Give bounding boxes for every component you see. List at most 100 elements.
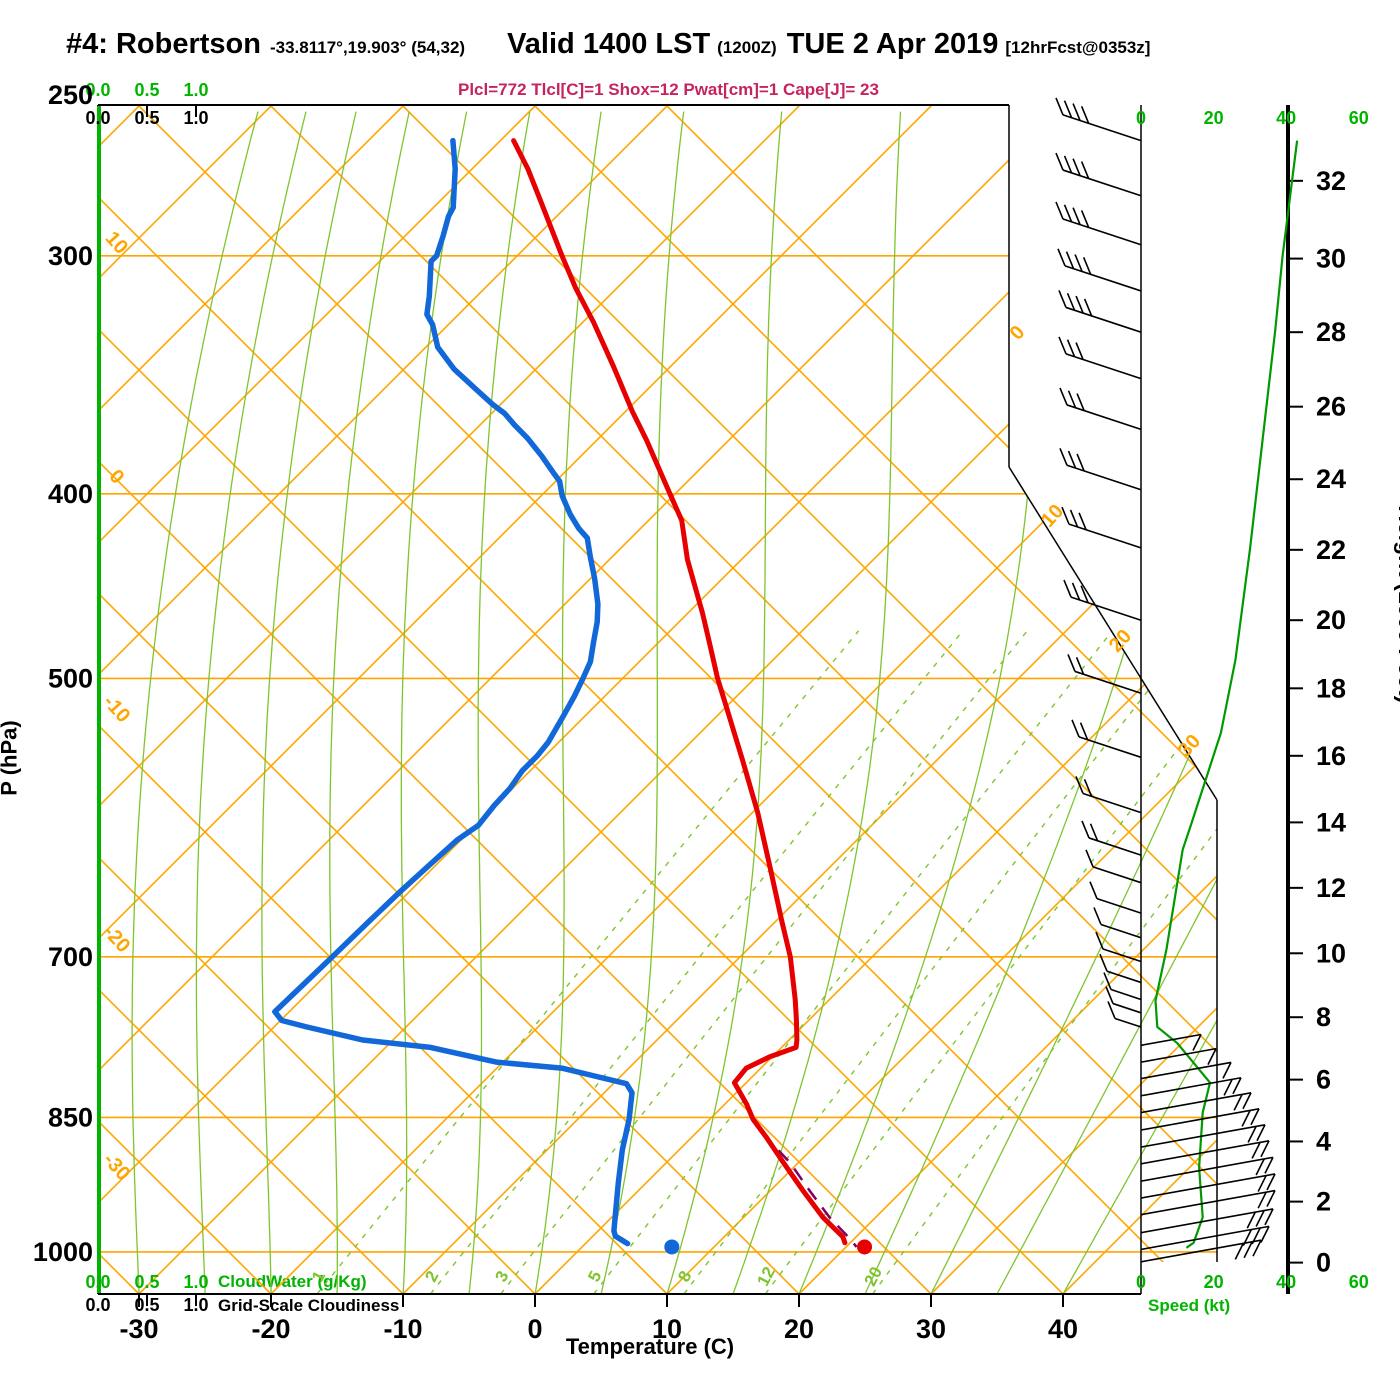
moist-adiabat-line bbox=[864, 111, 1217, 1294]
wind-barb-tick bbox=[1076, 453, 1085, 472]
wind-barb-tick bbox=[1063, 155, 1073, 174]
isotherm-line bbox=[98, 105, 537, 1294]
wind-barb-tick bbox=[1255, 1210, 1265, 1227]
station-coords: -33.8117°,19.903° (54,32) bbox=[269, 38, 466, 57]
cloudwater-scale-bottom: 1.0 bbox=[183, 1272, 208, 1292]
cloudiness-scale-top: 1.0 bbox=[183, 108, 208, 128]
adiabat-label-left: 10 bbox=[101, 227, 132, 258]
temperature-tick-label: -20 bbox=[251, 1314, 290, 1344]
wind-barb-tick bbox=[1069, 509, 1079, 528]
height-tick-label: 14 bbox=[1316, 807, 1346, 837]
dry-adiabat-line bbox=[665, 105, 1217, 1294]
mixing-ratio-line bbox=[683, 630, 1196, 1294]
wind-barb-shaft bbox=[1096, 897, 1142, 914]
dry-adiabat-line bbox=[98, 105, 800, 1294]
height-tick-label: 0 bbox=[1316, 1248, 1331, 1278]
wind-barb-tick bbox=[1063, 204, 1073, 223]
wind-barb-tick bbox=[1089, 823, 1099, 842]
wind-barb-tick bbox=[1065, 251, 1075, 269]
wind-barb-shaft bbox=[1078, 736, 1142, 759]
temperature-tick-label: -10 bbox=[383, 1314, 422, 1344]
wind-barb-tick bbox=[1207, 1048, 1217, 1065]
wind-barb-shaft bbox=[1062, 169, 1142, 197]
cloudiness-scale-bottom: 1.0 bbox=[183, 1295, 208, 1315]
wind-barb-tick bbox=[1071, 582, 1081, 601]
wind-barb-shaft bbox=[1140, 1033, 1202, 1047]
moist-adiabat-line bbox=[534, 111, 602, 1294]
wind-barb-tick bbox=[1080, 161, 1090, 179]
height-tick-label: 4 bbox=[1316, 1126, 1331, 1156]
mixing-ratio-line bbox=[500, 630, 1028, 1294]
wind-barb-tick bbox=[1252, 1239, 1262, 1257]
wind-barb-shaft bbox=[1062, 114, 1142, 142]
wind-barb-tick bbox=[1105, 986, 1114, 1004]
wind-barb-tick bbox=[1071, 719, 1080, 738]
mixing-ratio-line bbox=[593, 630, 1113, 1294]
height-tick-label: 20 bbox=[1316, 605, 1346, 635]
wind-barb-shaft bbox=[1066, 404, 1142, 431]
skewt-grid bbox=[98, 105, 1217, 1294]
cloudwater-scale-bottom: 0.5 bbox=[134, 1272, 159, 1292]
cloudiness-scale-top: 0.0 bbox=[85, 108, 110, 128]
isotherm-label-right: 10 bbox=[1037, 500, 1068, 531]
surface-dewpoint-dot bbox=[664, 1239, 680, 1255]
wind-barb-tick bbox=[1222, 1062, 1232, 1079]
wind-barb-tick bbox=[1264, 1157, 1274, 1174]
wind-barb-tick bbox=[1107, 1001, 1116, 1019]
wind-barb-tick bbox=[1266, 1190, 1276, 1207]
height-tick-label: 2 bbox=[1316, 1187, 1331, 1217]
mixing-ratio-value: 1 bbox=[308, 1268, 329, 1285]
wind-barb-tick bbox=[1256, 1124, 1266, 1142]
adiabat-label-left: 0 bbox=[105, 465, 129, 488]
wind-barb-tick bbox=[1072, 158, 1081, 177]
wind-barb-shaft bbox=[1068, 523, 1142, 549]
isotherm-line bbox=[798, 105, 1217, 1294]
wind-barb-tick bbox=[1257, 1175, 1267, 1192]
dry-adiabat-line bbox=[98, 105, 1064, 1294]
temperature-tick-label: 10 bbox=[652, 1314, 682, 1344]
cloudwater-scale-top: 0.5 bbox=[134, 80, 159, 100]
moist-adiabat-line bbox=[131, 111, 259, 1294]
pressure-tick-label: 700 bbox=[48, 942, 93, 972]
wind-speed-curve bbox=[1154, 140, 1299, 1249]
height-tick-label: 12 bbox=[1316, 873, 1346, 903]
wind-barb-tick bbox=[1078, 512, 1087, 531]
moist-adiabat-line bbox=[732, 111, 902, 1294]
wind-barb-tick bbox=[1085, 849, 1094, 868]
speed-tick-label-top: 40 bbox=[1276, 108, 1296, 128]
wind-barb-shaft bbox=[1112, 1002, 1142, 1014]
wind-barb-tick bbox=[1081, 820, 1090, 839]
cloudwater-scale-top: 1.0 bbox=[183, 80, 208, 100]
wind-barb-tick bbox=[1079, 722, 1089, 740]
wind-barb-shaft bbox=[1140, 1189, 1276, 1216]
wind-barb-tick bbox=[1103, 972, 1112, 990]
dry-adiabat-line bbox=[269, 105, 1217, 1294]
isotherm-line bbox=[1062, 105, 1217, 1294]
wind-barb-tick bbox=[1082, 257, 1092, 275]
valid-zulu: (1200Z) bbox=[717, 38, 777, 57]
chart-title: #4: Robertson -33.8117°,19.903° (54,32) … bbox=[66, 28, 1150, 61]
adiabat-label-left: -10 bbox=[99, 691, 135, 727]
cloudiness-axis-label: Grid-Scale Cloudiness bbox=[218, 1296, 400, 1315]
temperature-tick-labels: -30 -20 -10 0 10 20 30 40 bbox=[119, 1294, 1078, 1344]
wind-barb-tick bbox=[1072, 103, 1081, 121]
height-tick-label: 26 bbox=[1316, 392, 1346, 422]
isotherm-line bbox=[98, 105, 1065, 1294]
temperature-tick-label: -30 bbox=[119, 1314, 158, 1344]
wind-barb-tick bbox=[1075, 656, 1085, 675]
height-tick-label: 8 bbox=[1316, 1002, 1331, 1032]
isotherm-line bbox=[98, 105, 669, 1294]
adiabat-label-left: -30 bbox=[99, 1149, 135, 1185]
temperature-axis-label: Temperature (C) bbox=[565, 1334, 735, 1359]
speed-axis-label: Speed (kt) bbox=[1148, 1296, 1231, 1315]
surface-temperature-dot bbox=[857, 1239, 873, 1255]
isotherm-line bbox=[402, 105, 1217, 1294]
wind-barb-tick bbox=[1242, 1092, 1252, 1110]
wind-barb-shaft bbox=[1140, 1225, 1270, 1251]
isotherm-line bbox=[98, 105, 273, 1294]
wind-barb-tick bbox=[1257, 1191, 1267, 1209]
wind-barb-tick bbox=[1080, 106, 1090, 124]
wind-barb-shaft bbox=[1140, 1107, 1260, 1131]
